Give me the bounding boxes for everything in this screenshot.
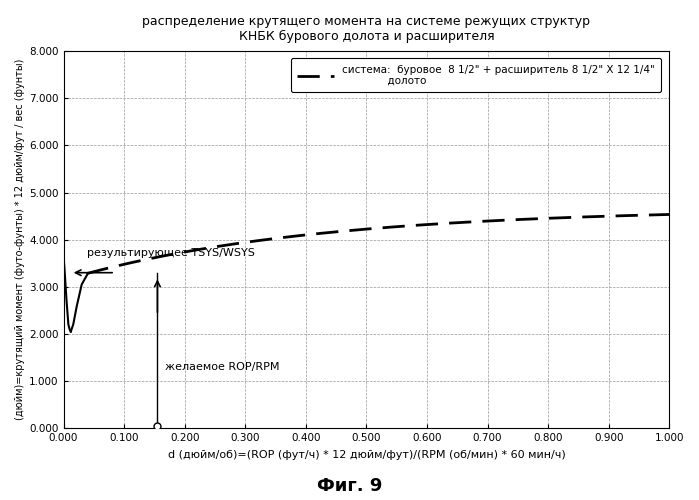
X-axis label: d (дюйм/об)=(ROP (фут/ч) * 12 дюйм/фут)/(RPM (об/мин) * 60 мин/ч): d (дюйм/об)=(ROP (фут/ч) * 12 дюйм/фут)/…: [168, 450, 565, 460]
Text: результирующее TSYS/WSYS: результирующее TSYS/WSYS: [87, 248, 254, 258]
Legend: система:  буровое  8 1/2" + расширитель 8 1/2" X 12 1/4"
              долото: система: буровое 8 1/2" + расширитель 8 …: [291, 58, 661, 92]
Text: Фиг. 9: Фиг. 9: [317, 477, 382, 495]
Title: распределение крутящего момента на системе режущих структур
КНБК бурового долота: распределение крутящего момента на систе…: [143, 15, 591, 43]
Y-axis label: (дюйм)=крутящий момент (футо-фунты) * 12 дюйм/фут / вес (фунты): (дюйм)=крутящий момент (футо-фунты) * 12…: [15, 59, 25, 420]
Text: желаемое ROP/RPM: желаемое ROP/RPM: [165, 362, 279, 372]
